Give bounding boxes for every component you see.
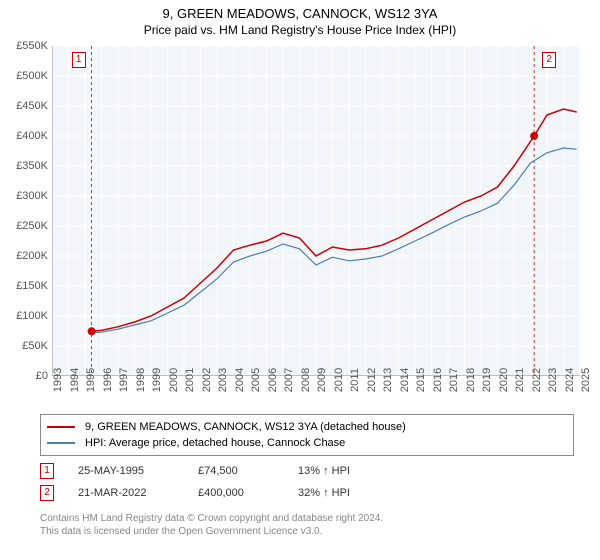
x-axis-label: 2007 — [283, 368, 295, 392]
x-axis-label: 2014 — [399, 368, 411, 392]
x-axis-label: 2000 — [168, 368, 180, 392]
x-axis-label: 2011 — [349, 368, 361, 392]
marker-box: 1 — [72, 52, 86, 68]
chart-container: 9, GREEN MEADOWS, CANNOCK, WS12 3YA Pric… — [0, 0, 600, 560]
transaction-price: £74,500 — [198, 465, 298, 477]
legend-swatch — [47, 426, 75, 428]
chart-plot-area: £0£50K£100K£150K£200K£250K£300K£350K£400… — [52, 46, 580, 376]
x-axis-label: 1997 — [118, 368, 130, 392]
transaction-row: 2 21-MAR-2022£400,00032% ↑ HPI — [40, 482, 398, 504]
legend-swatch — [47, 442, 75, 444]
x-axis-label: 2012 — [366, 368, 378, 392]
x-axis-label: 2008 — [300, 368, 312, 392]
x-axis-label: 2010 — [333, 368, 345, 392]
y-axis-label: £350K — [16, 160, 48, 172]
legend-box: 9, GREEN MEADOWS, CANNOCK, WS12 3YA (det… — [40, 414, 574, 456]
marker-box: 2 — [542, 52, 556, 68]
y-axis-label: £200K — [16, 250, 48, 262]
chart-title: 9, GREEN MEADOWS, CANNOCK, WS12 3YA — [0, 0, 600, 21]
x-axis-label: 2002 — [201, 368, 213, 392]
chart-subtitle: Price paid vs. HM Land Registry's House … — [0, 21, 600, 37]
legend-label: HPI: Average price, detached house, Cann… — [85, 437, 345, 449]
transaction-table: 1 25-MAY-1995£74,50013% ↑ HPI 2 21-MAR-2022… — [40, 460, 398, 504]
x-axis-label: 1999 — [151, 368, 163, 392]
legend-item: HPI: Average price, detached house, Cann… — [47, 435, 567, 451]
x-axis-label: 2001 — [184, 368, 196, 392]
legend-label: 9, GREEN MEADOWS, CANNOCK, WS12 3YA (det… — [85, 421, 406, 433]
transaction-date: 25-MAY-1995 — [78, 465, 198, 477]
footer-attribution: Contains HM Land Registry data © Crown c… — [40, 512, 383, 538]
transaction-row: 1 25-MAY-1995£74,50013% ↑ HPI — [40, 460, 398, 482]
y-axis-label: £250K — [16, 220, 48, 232]
x-axis-label: 2017 — [448, 368, 460, 392]
x-axis-label: 2016 — [432, 368, 444, 392]
y-axis-label: £450K — [16, 100, 48, 112]
x-axis-label: 2022 — [531, 368, 543, 392]
x-axis-label: 2025 — [580, 368, 592, 392]
y-axis-label: £0 — [36, 370, 48, 382]
x-axis-label: 2009 — [316, 368, 328, 392]
x-axis-label: 2021 — [514, 368, 526, 392]
x-axis-label: 2013 — [382, 368, 394, 392]
x-axis-label: 2005 — [250, 368, 262, 392]
x-axis-label: 2018 — [465, 368, 477, 392]
chart-svg — [52, 46, 580, 376]
x-axis-label: 1996 — [102, 368, 114, 392]
x-axis-label: 2006 — [267, 368, 279, 392]
legend-item: 9, GREEN MEADOWS, CANNOCK, WS12 3YA (det… — [47, 419, 567, 435]
x-axis-label: 1993 — [52, 368, 64, 392]
x-axis-label: 2024 — [564, 368, 576, 392]
transaction-marker: 2 — [40, 485, 54, 501]
x-axis-label: 1994 — [69, 368, 81, 392]
transaction-price: £400,000 — [198, 487, 298, 499]
transaction-marker: 1 — [40, 463, 54, 479]
x-axis-label: 2023 — [547, 368, 559, 392]
y-axis-label: £100K — [16, 310, 48, 322]
y-axis-label: £400K — [16, 130, 48, 142]
x-axis-label: 2015 — [415, 368, 427, 392]
x-axis-label: 2003 — [217, 368, 229, 392]
y-axis-label: £500K — [16, 70, 48, 82]
y-axis-label: £150K — [16, 280, 48, 292]
x-axis-label: 1995 — [85, 368, 97, 392]
transaction-date: 21-MAR-2022 — [78, 487, 198, 499]
footer-line-2: This data is licensed under the Open Gov… — [40, 525, 383, 538]
x-axis-label: 1998 — [135, 368, 147, 392]
y-axis-label: £50K — [22, 340, 48, 352]
x-axis-label: 2020 — [498, 368, 510, 392]
y-axis-label: £550K — [16, 40, 48, 52]
transaction-pct: 32% ↑ HPI — [298, 487, 398, 499]
x-axis-label: 2019 — [481, 368, 493, 392]
x-axis-label: 2004 — [234, 368, 246, 392]
transaction-pct: 13% ↑ HPI — [298, 465, 398, 477]
y-axis-label: £300K — [16, 190, 48, 202]
footer-line-1: Contains HM Land Registry data © Crown c… — [40, 512, 383, 525]
